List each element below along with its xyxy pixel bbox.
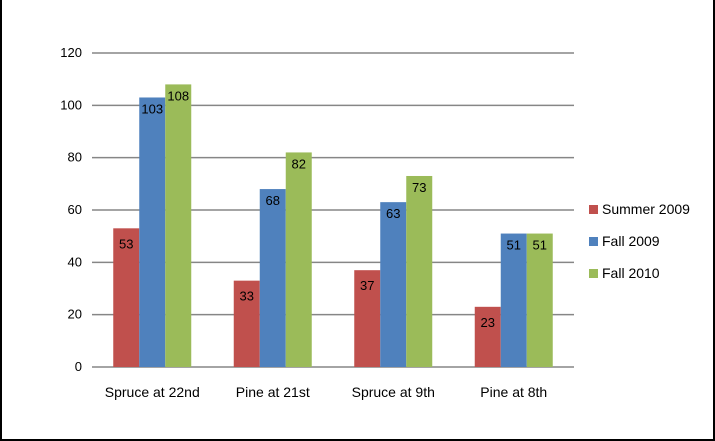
data-label: 73 <box>412 180 426 195</box>
category-label: Pine at 8th <box>480 384 547 400</box>
bar <box>474 306 501 367</box>
y-tick-label: 0 <box>75 359 82 374</box>
data-label: 53 <box>119 236 133 251</box>
category-label: Spruce at 22nd <box>105 384 200 400</box>
data-label: 51 <box>533 238 547 253</box>
legend: Summer 2009 Fall 2009 Fall 2010 <box>589 201 690 281</box>
legend-label: Fall 2010 <box>602 265 660 281</box>
bar <box>380 202 407 367</box>
bar <box>406 175 433 367</box>
bar <box>285 152 312 367</box>
bars <box>113 84 553 368</box>
data-labels: 53 103 108 33 68 82 37 63 73 23 51 51 <box>119 88 547 329</box>
y-tick-label: 100 <box>60 97 82 112</box>
data-label: 23 <box>481 315 495 330</box>
data-label: 51 <box>507 238 521 253</box>
y-axis-ticks: 0 20 40 60 80 100 120 <box>60 45 82 374</box>
data-label: 103 <box>141 101 163 116</box>
data-label: 63 <box>386 206 400 221</box>
legend-swatch <box>589 205 598 214</box>
data-label: 108 <box>167 88 189 103</box>
y-tick-label: 80 <box>68 150 82 165</box>
y-tick-label: 60 <box>68 202 82 217</box>
y-tick-label: 20 <box>68 307 82 322</box>
category-label: Pine at 21st <box>236 384 310 400</box>
bar <box>113 228 140 367</box>
bar <box>139 97 166 367</box>
data-label: 37 <box>360 278 374 293</box>
bar <box>526 233 553 367</box>
data-label: 68 <box>266 193 280 208</box>
legend-label: Fall 2009 <box>602 233 660 249</box>
data-label: 33 <box>240 289 254 304</box>
y-tick-label: 120 <box>60 45 82 60</box>
bar <box>354 270 381 367</box>
x-axis-categories: Spruce at 22nd Pine at 21st Spruce at 9th P… <box>105 384 547 400</box>
category-label: Spruce at 9th <box>352 384 435 400</box>
y-tick-label: 40 <box>68 254 82 269</box>
legend-swatch <box>589 269 598 278</box>
legend-swatch <box>589 237 598 246</box>
bar <box>500 233 527 367</box>
data-label: 82 <box>292 156 306 171</box>
bar <box>165 84 192 368</box>
legend-label: Summer 2009 <box>602 201 690 217</box>
bar <box>233 280 260 367</box>
bar <box>259 189 286 367</box>
